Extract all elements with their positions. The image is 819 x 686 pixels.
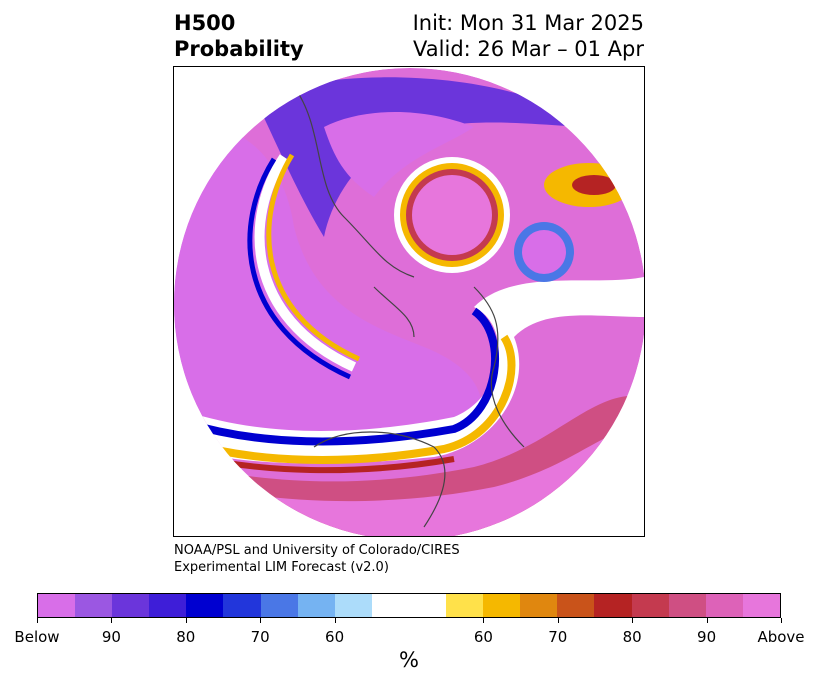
colorbar-segment bbox=[297, 594, 335, 617]
colorbar-tick-label: 90 bbox=[101, 628, 121, 646]
init-date: Init: Mon 31 Mar 2025 bbox=[412, 11, 644, 35]
colorbar-segment bbox=[186, 594, 224, 617]
colorbar-tick-mark bbox=[557, 618, 559, 623]
credit-line-1: NOAA/PSL and University of Colorado/CIRE… bbox=[174, 543, 460, 558]
colorbar-tick-label: 90 bbox=[697, 628, 717, 646]
colorbar-tick-mark bbox=[781, 618, 782, 623]
colorbar-segment bbox=[557, 594, 595, 617]
colorbar-tick-label: Above bbox=[757, 628, 805, 646]
colorbar-tick-label: 70 bbox=[250, 628, 270, 646]
colorbar-segment bbox=[334, 594, 372, 617]
colorbar-segment bbox=[446, 594, 484, 617]
colorbar-tick-mark bbox=[632, 618, 634, 623]
colorbar-tick-mark bbox=[111, 618, 113, 623]
colorbar-segment bbox=[371, 594, 447, 617]
colorbar-segment bbox=[483, 594, 521, 617]
colorbar-segment bbox=[631, 594, 669, 617]
colorbar-tick-mark bbox=[37, 618, 38, 623]
credit-line-2: Experimental LIM Forecast (v2.0) bbox=[174, 560, 389, 575]
colorbar-segment bbox=[223, 594, 261, 617]
colorbar-segment bbox=[38, 594, 76, 617]
valid-range: Valid: 26 Mar – 01 Apr bbox=[413, 37, 644, 61]
colorbar-segment bbox=[260, 594, 298, 617]
title-variable: H500 bbox=[174, 11, 236, 35]
colorbar-segment bbox=[149, 594, 187, 617]
polar-map-svg bbox=[174, 68, 644, 536]
title-type: Probability bbox=[174, 37, 304, 61]
colorbar-tick-label: 80 bbox=[176, 628, 196, 646]
colorbar-tick-label: 80 bbox=[622, 628, 642, 646]
colorbar-tick-mark bbox=[483, 618, 485, 623]
title-right: Init: Mon 31 Mar 2025 Valid: 26 Mar – 01… bbox=[413, 10, 644, 62]
colorbar-segment bbox=[668, 594, 706, 617]
colorbar-tick-mark bbox=[185, 618, 187, 623]
colorbar-segment bbox=[520, 594, 558, 617]
title-left: H500 Probability bbox=[174, 10, 304, 62]
colorbar-segment bbox=[112, 594, 150, 617]
polar-map bbox=[173, 66, 645, 537]
colorbar-tick-label: 60 bbox=[325, 628, 345, 646]
colorbar-tick-mark bbox=[706, 618, 708, 623]
colorbar-tick-mark bbox=[260, 618, 262, 623]
colorbar-unit: % bbox=[399, 648, 419, 672]
probability-field bbox=[174, 68, 644, 536]
colorbar-tick-mark bbox=[334, 618, 336, 623]
colorbar-segment bbox=[75, 594, 113, 617]
colorbar-tick-label: Below bbox=[14, 628, 60, 646]
credit: NOAA/PSL and University of Colorado/CIRE… bbox=[174, 542, 460, 576]
colorbar-segment bbox=[705, 594, 743, 617]
colorbar-tick-label: 60 bbox=[473, 628, 493, 646]
colorbar-tick-label: 70 bbox=[548, 628, 568, 646]
colorbar-segment bbox=[742, 594, 780, 617]
colorbar bbox=[37, 593, 781, 618]
colorbar-segment bbox=[594, 594, 632, 617]
